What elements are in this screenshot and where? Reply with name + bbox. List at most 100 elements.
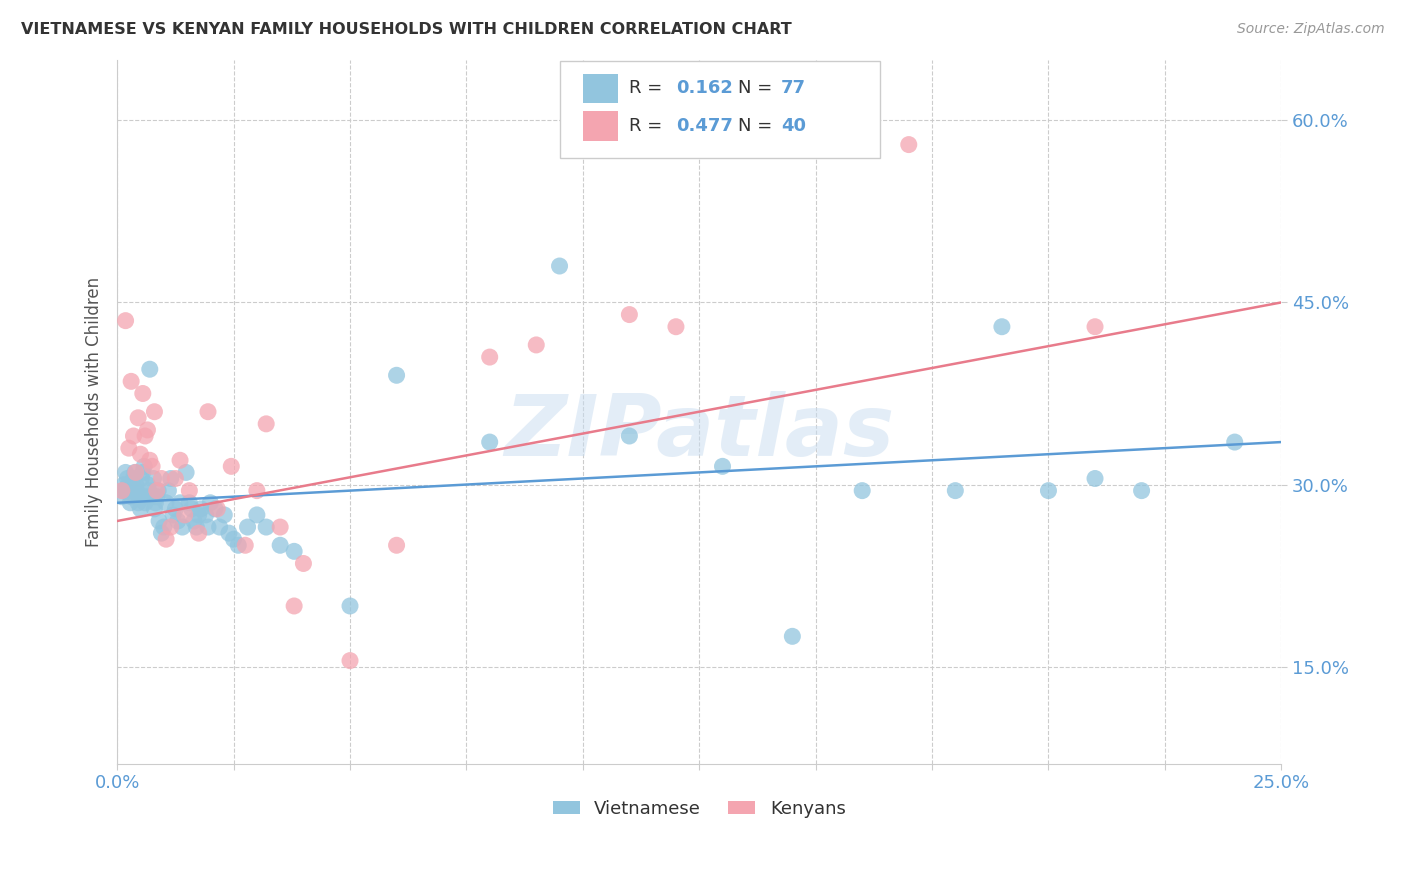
- Point: [155, 496, 177, 510]
- Point: [146, 483, 169, 498]
- Point: [117, 471, 139, 485]
- Point: [187, 526, 209, 541]
- Point: [145, 483, 167, 498]
- Point: [114, 313, 136, 327]
- Point: [118, 441, 141, 455]
- Point: [187, 508, 209, 522]
- Point: [129, 447, 152, 461]
- Point: [141, 459, 163, 474]
- Point: [711, 459, 734, 474]
- Point: [222, 532, 245, 546]
- Point: [145, 496, 167, 510]
- Point: [159, 471, 181, 485]
- Point: [111, 483, 134, 498]
- Point: [139, 362, 162, 376]
- Point: [897, 137, 920, 152]
- Point: [152, 520, 174, 534]
- Point: [127, 410, 149, 425]
- Point: [254, 417, 277, 431]
- Point: [619, 308, 641, 322]
- Point: [125, 466, 148, 480]
- Point: [478, 435, 501, 450]
- Text: 40: 40: [780, 117, 806, 135]
- Point: [219, 459, 242, 474]
- Point: [1038, 483, 1060, 498]
- Point: [148, 514, 170, 528]
- Point: [155, 532, 177, 546]
- Point: [619, 429, 641, 443]
- Point: [127, 496, 149, 510]
- Point: [943, 483, 966, 498]
- Point: [236, 520, 259, 534]
- Point: [214, 508, 236, 522]
- Point: [120, 496, 142, 510]
- Point: [292, 557, 315, 571]
- Point: [180, 501, 202, 516]
- Point: [131, 471, 153, 485]
- Point: [269, 520, 291, 534]
- Point: [169, 453, 191, 467]
- Point: [174, 466, 197, 480]
- Point: [233, 538, 256, 552]
- Point: [150, 526, 173, 541]
- Point: [125, 483, 148, 498]
- Text: Source: ZipAtlas.com: Source: ZipAtlas.com: [1237, 22, 1385, 37]
- Point: [226, 538, 249, 552]
- Point: [1084, 319, 1107, 334]
- Text: R =: R =: [630, 79, 668, 97]
- Point: [173, 508, 195, 522]
- Point: [385, 368, 408, 383]
- Point: [165, 471, 187, 485]
- Point: [120, 375, 142, 389]
- Point: [991, 319, 1014, 334]
- Point: [246, 508, 269, 522]
- Text: N =: N =: [738, 79, 778, 97]
- FancyBboxPatch shape: [560, 61, 880, 158]
- Point: [524, 338, 547, 352]
- Text: ZIPatlas: ZIPatlas: [505, 392, 894, 475]
- Point: [136, 477, 159, 491]
- Point: [136, 423, 159, 437]
- Point: [204, 501, 226, 516]
- Point: [190, 501, 212, 516]
- Y-axis label: Family Households with Children: Family Households with Children: [86, 277, 103, 547]
- Point: [385, 538, 408, 552]
- FancyBboxPatch shape: [583, 111, 617, 141]
- Point: [122, 471, 145, 485]
- Point: [143, 405, 166, 419]
- Point: [111, 490, 134, 504]
- Point: [782, 629, 804, 643]
- Point: [122, 429, 145, 443]
- Point: [162, 508, 184, 522]
- Point: [194, 508, 217, 522]
- Point: [129, 501, 152, 516]
- Text: 0.162: 0.162: [676, 79, 733, 97]
- Point: [159, 520, 181, 534]
- Point: [114, 466, 136, 480]
- Point: [665, 319, 688, 334]
- Point: [141, 490, 163, 504]
- Point: [208, 520, 231, 534]
- Point: [121, 483, 143, 498]
- Point: [135, 490, 157, 504]
- Point: [246, 483, 269, 498]
- Text: VIETNAMESE VS KENYAN FAMILY HOUSEHOLDS WITH CHILDREN CORRELATION CHART: VIETNAMESE VS KENYAN FAMILY HOUSEHOLDS W…: [21, 22, 792, 37]
- Point: [200, 496, 222, 510]
- Point: [548, 259, 571, 273]
- Point: [172, 520, 194, 534]
- Point: [207, 501, 229, 516]
- Point: [283, 599, 305, 613]
- Point: [157, 483, 180, 498]
- Point: [150, 471, 173, 485]
- Point: [134, 496, 156, 510]
- Point: [145, 490, 167, 504]
- Point: [197, 520, 219, 534]
- Point: [283, 544, 305, 558]
- Point: [132, 386, 155, 401]
- Point: [186, 520, 208, 534]
- Point: [197, 405, 219, 419]
- Point: [169, 496, 191, 510]
- Point: [142, 471, 165, 485]
- Point: [125, 477, 148, 491]
- Point: [851, 483, 873, 498]
